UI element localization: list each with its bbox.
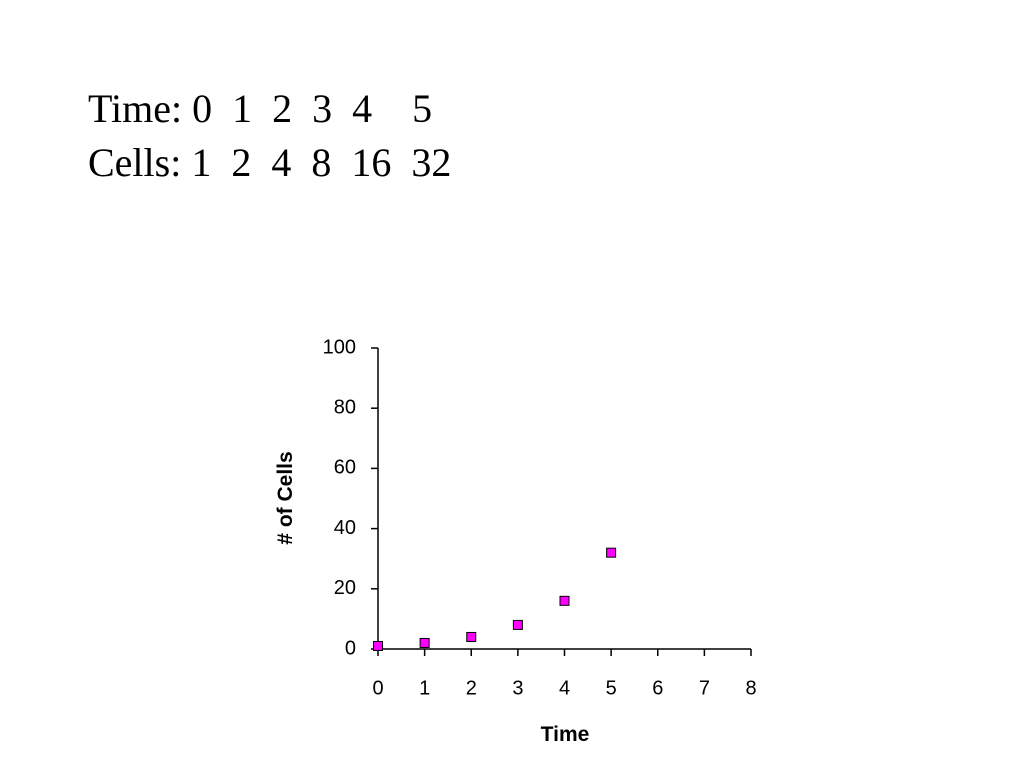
x-tick-label: 7 <box>699 677 710 699</box>
x-tick-label: 8 <box>745 677 756 699</box>
x-tick-label: 3 <box>512 677 523 699</box>
y-tick-label: 80 <box>334 396 356 418</box>
slide-text-line: Cells: 1 2 4 8 16 32 <box>88 140 451 185</box>
y-tick-label: 60 <box>334 457 356 479</box>
data-point <box>466 631 477 642</box>
data-point <box>606 547 617 558</box>
y-tick-label: 20 <box>334 577 356 599</box>
x-tick-label: 5 <box>606 677 617 699</box>
slide-text-line: Time: 0 1 2 3 4 5 <box>88 86 432 131</box>
data-point <box>373 640 383 651</box>
x-tick-label: 0 <box>372 677 383 699</box>
y-axis-title: # of Cells <box>274 451 297 544</box>
data-point <box>419 637 430 648</box>
x-axis-title: Time <box>541 723 590 746</box>
data-point <box>559 595 570 606</box>
x-tick-label: 6 <box>652 677 663 699</box>
x-tick-label: 4 <box>559 677 570 699</box>
y-tick-label: 100 <box>323 336 356 358</box>
y-tick-label: 0 <box>345 637 356 659</box>
data-point <box>512 619 523 630</box>
x-tick-label: 2 <box>466 677 477 699</box>
y-tick-label: 40 <box>334 517 356 539</box>
x-tick-label: 1 <box>419 677 430 699</box>
